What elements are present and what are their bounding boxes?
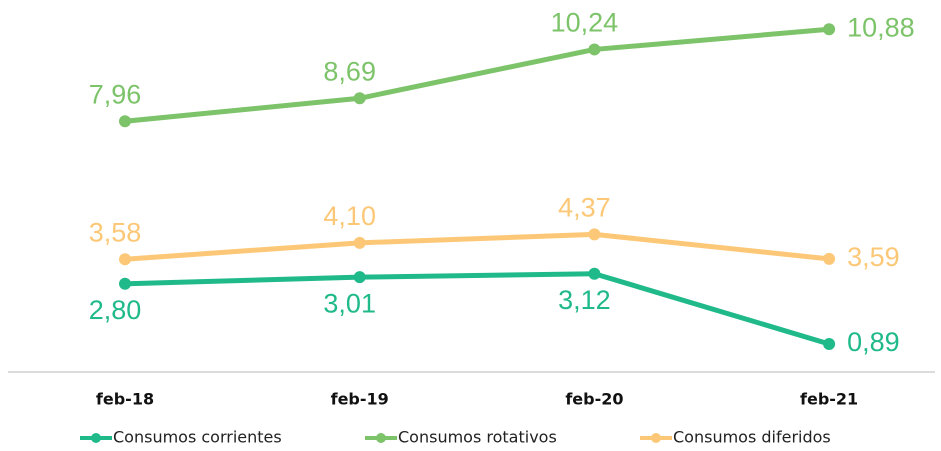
value-label: 3,58 (89, 217, 142, 247)
x-tick-label: feb-19 (331, 390, 389, 409)
legend-marker (651, 433, 661, 443)
value-label: 3,12 (558, 285, 611, 315)
legend-label: Consumos rotativos (398, 428, 557, 447)
point (588, 43, 601, 56)
x-tick-label: feb-20 (565, 390, 623, 409)
value-label: 0,89 (847, 327, 900, 357)
legend-marker (91, 433, 101, 443)
point (823, 337, 836, 350)
point (823, 252, 836, 265)
point (588, 267, 601, 280)
value-label: 4,37 (558, 192, 611, 222)
value-label: 3,01 (323, 288, 376, 318)
series-line (124, 271, 830, 347)
point (353, 236, 366, 249)
point (119, 115, 131, 128)
value-label: 3,59 (847, 242, 900, 272)
series-line (124, 26, 830, 124)
x-tick-label: feb-18 (96, 390, 154, 409)
value-label: 7,96 (89, 79, 142, 109)
x-tick-label: feb-21 (800, 390, 858, 409)
legend-marker (376, 433, 386, 443)
point (823, 23, 836, 36)
point (119, 277, 131, 290)
legend-label: Consumos corrientes (113, 428, 282, 447)
value-label: 10,24 (551, 8, 619, 38)
value-label: 10,88 (847, 12, 915, 42)
value-label: 8,69 (323, 56, 376, 86)
series-line (124, 231, 830, 262)
point (353, 271, 366, 284)
point (119, 253, 131, 266)
legend-label: Consumos diferidos (673, 428, 831, 447)
value-label: 4,10 (323, 201, 376, 231)
point (353, 92, 366, 105)
point (588, 228, 601, 241)
value-label: 2,80 (89, 295, 142, 325)
